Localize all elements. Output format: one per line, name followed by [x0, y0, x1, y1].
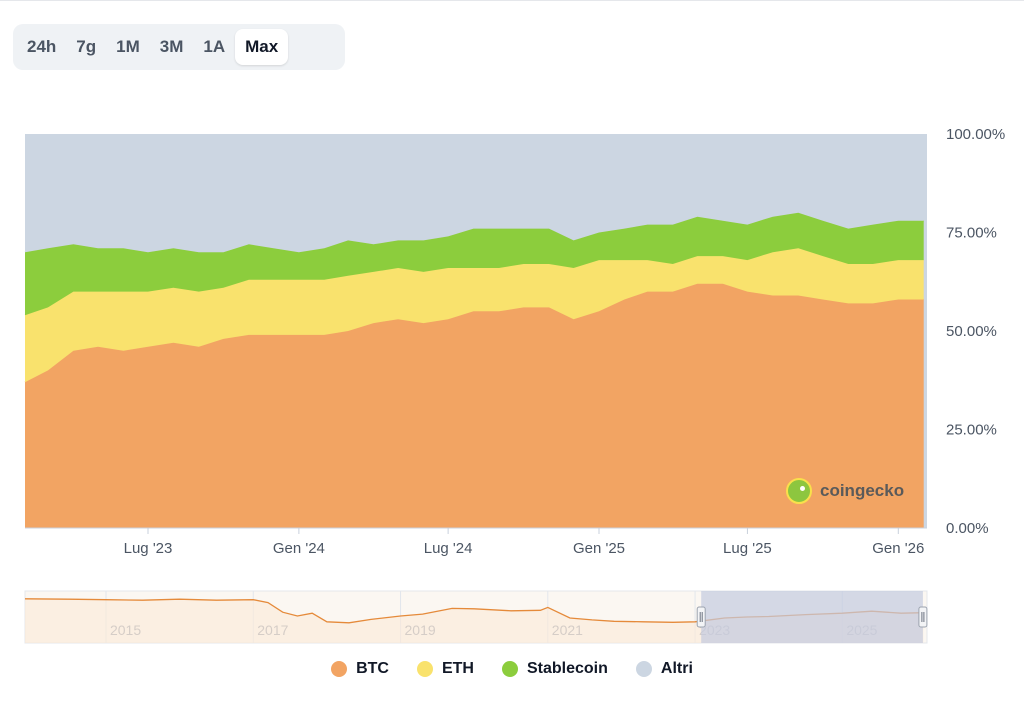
legend-label-stablecoin: Stablecoin: [526, 660, 608, 677]
y-tick-label: 25.00%: [946, 422, 997, 439]
x-axis: Lug '23 Gen '24 Lug '24 Gen '25 Lug '25 Gen '…: [124, 528, 924, 557]
legend-swatch-stablecoin: [501, 661, 518, 677]
navigator-handle-right[interactable]: [918, 606, 928, 628]
x-tick-label: Lug '24: [424, 540, 473, 557]
x-tick-label: Gen '26: [872, 540, 924, 557]
area-series-altri: [25, 134, 924, 253]
coingecko-watermark: coingecko: [786, 478, 904, 504]
area-series-eth: [25, 248, 924, 383]
range-button-24h[interactable]: 24h: [27, 37, 57, 56]
coingecko-gecko-icon: [786, 478, 812, 504]
legend-label-btc: BTC: [356, 660, 389, 677]
legend-item-altri[interactable]: Altri: [635, 660, 693, 678]
legend-swatch-eth: [416, 661, 433, 677]
range-button-7g[interactable]: 7g: [76, 37, 97, 56]
range-button-1a[interactable]: 1A: [203, 37, 226, 56]
top-divider: [0, 0, 1024, 1]
y-axis: 0.00% 25.00% 50.00% 75.00% 100.00%: [946, 126, 1005, 537]
legend-item-stablecoin[interactable]: Stablecoin: [501, 660, 608, 678]
navigator-handle-left[interactable]: [696, 606, 706, 628]
legend-swatch-altri: [635, 661, 652, 677]
range-navigator[interactable]: 201520172019202120232025: [24, 590, 928, 644]
x-tick-label: Gen '24: [273, 540, 325, 557]
navigator-area: [25, 598, 924, 643]
range-button-max[interactable]: Max: [235, 29, 289, 65]
time-range-selector: 24h 7g 1M 3M 1A Max: [13, 24, 345, 70]
y-tick-label: 0.00%: [946, 520, 989, 537]
y-tick-label: 50.00%: [946, 323, 997, 340]
legend-item-btc[interactable]: BTC: [331, 660, 389, 678]
plot-area: [24, 134, 927, 529]
x-tick-label: Gen '25: [573, 540, 625, 557]
legend-label-eth: ETH: [441, 660, 474, 677]
range-button-1m[interactable]: 1M: [116, 37, 140, 56]
x-tick-label: Lug '23: [124, 540, 173, 557]
y-tick-label: 75.00%: [946, 225, 997, 242]
legend-item-eth[interactable]: ETH: [416, 660, 474, 678]
y-tick-label: 100.00%: [946, 126, 1005, 143]
area-series-stablecoin: [25, 212, 924, 316]
chart-legend: BTC ETH Stablecoin Altri: [0, 660, 1024, 678]
legend-swatch-btc: [331, 661, 348, 677]
legend-label-altri: Altri: [660, 660, 693, 677]
area-series-btc: [25, 283, 924, 528]
range-button-3m[interactable]: 3M: [159, 37, 184, 56]
navigator-selection[interactable]: [701, 591, 923, 643]
watermark-text: coingecko: [820, 481, 905, 500]
x-tick-label: Lug '25: [723, 540, 772, 557]
